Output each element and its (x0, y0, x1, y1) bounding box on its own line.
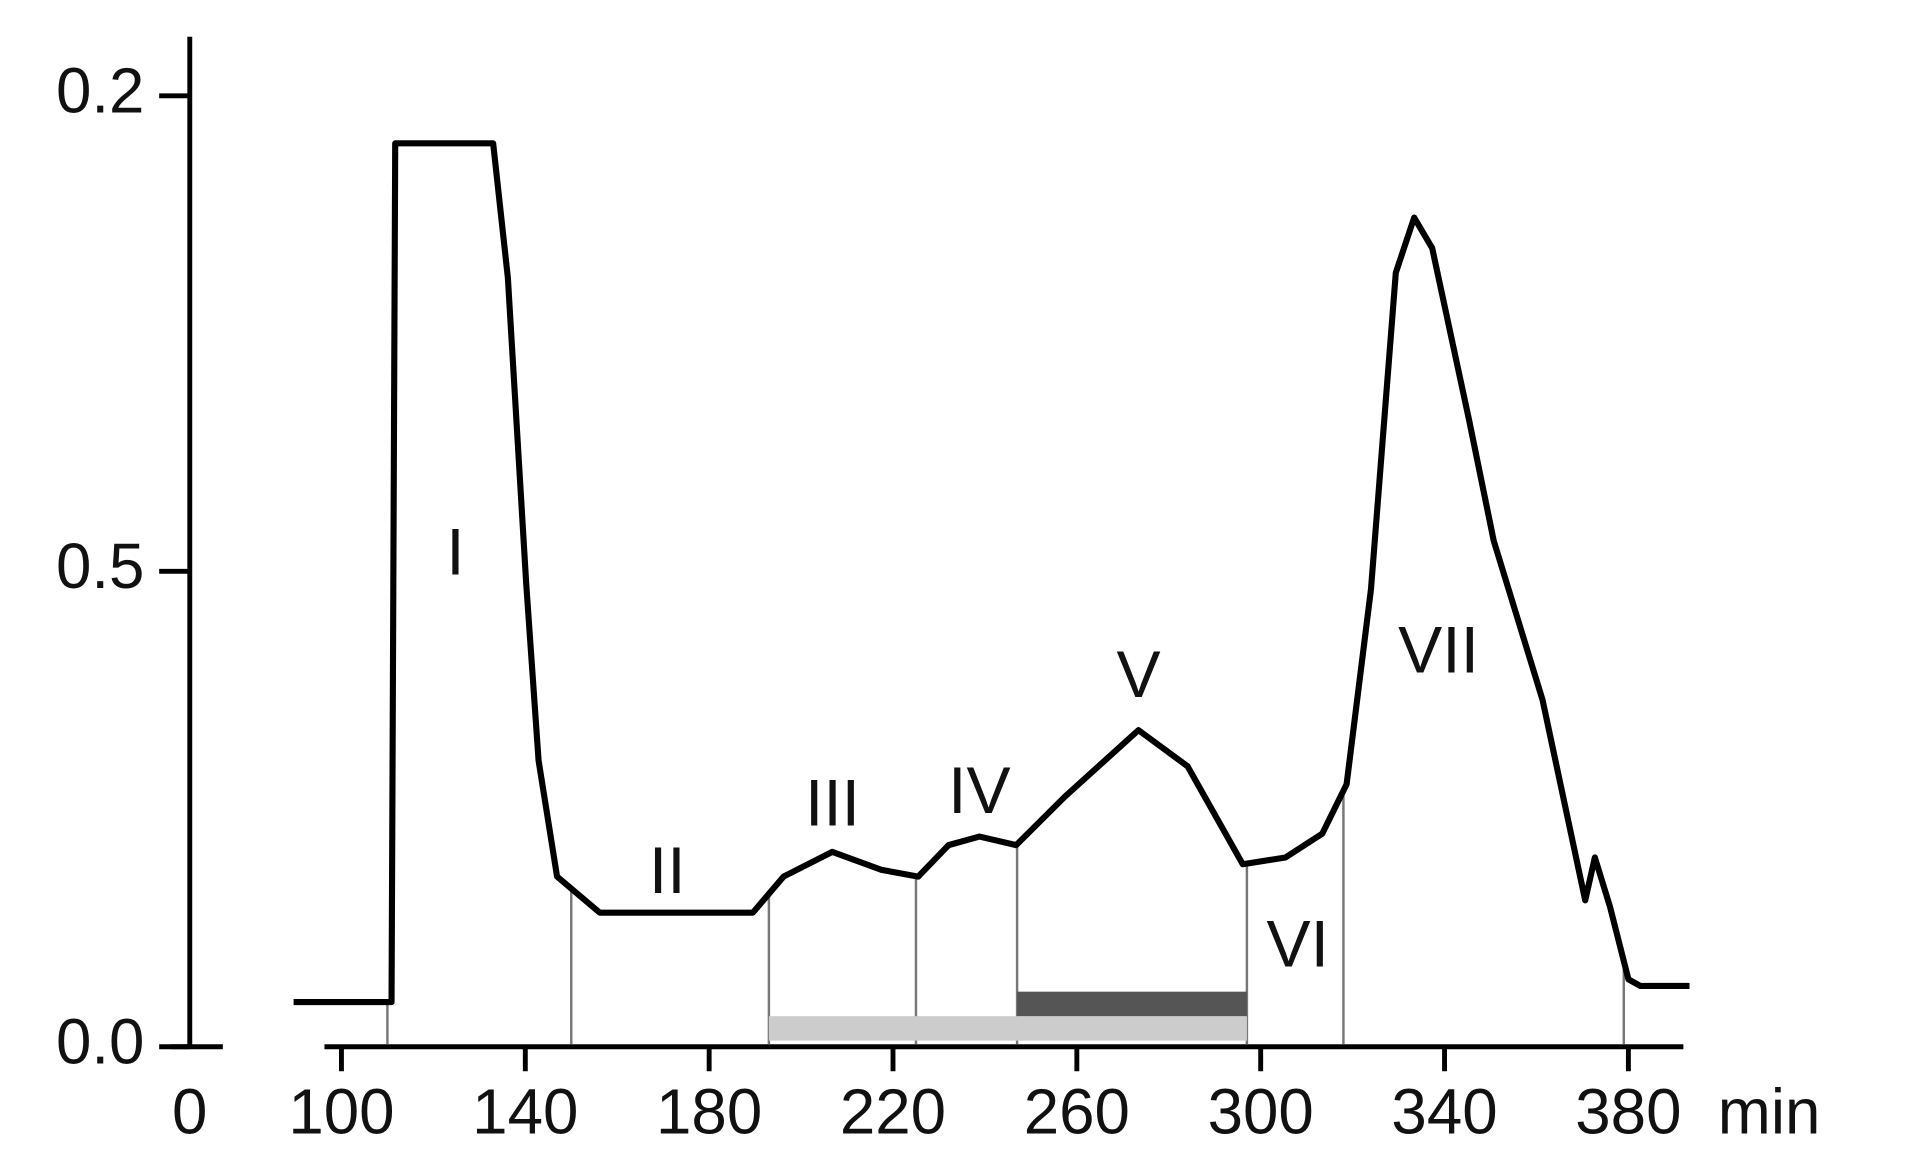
fraction-label: V (1117, 638, 1161, 712)
fraction-label: IV (948, 754, 1010, 828)
pool-bar (768, 1016, 1247, 1041)
x-origin-label: 0 (172, 1076, 207, 1147)
y-tick-label: 0.2 (56, 56, 145, 127)
line (293, 140, 1690, 1006)
pool-bar (1017, 991, 1247, 1017)
fraction-label: VI (1267, 907, 1329, 981)
fraction-label: I (446, 516, 464, 590)
fraction-label: III (805, 766, 860, 840)
fraction-label: VII (1398, 613, 1479, 687)
x-tick-label: 380 (1575, 1076, 1681, 1147)
x-tick-label: 260 (1024, 1076, 1130, 1147)
x-axis-label: min (1718, 1076, 1821, 1147)
fraction-label: II (649, 834, 686, 908)
x-tick-label: 340 (1391, 1076, 1497, 1147)
y-tick-label: 0.0 (56, 1007, 145, 1078)
x-tick-label: 100 (288, 1076, 394, 1147)
x-tick-label: 140 (472, 1076, 578, 1147)
y-tick-label: 0.5 (56, 531, 145, 602)
x-tick-label: 220 (840, 1076, 946, 1147)
x-tick-label: 180 (656, 1076, 762, 1147)
x-tick-label: 300 (1208, 1076, 1314, 1147)
